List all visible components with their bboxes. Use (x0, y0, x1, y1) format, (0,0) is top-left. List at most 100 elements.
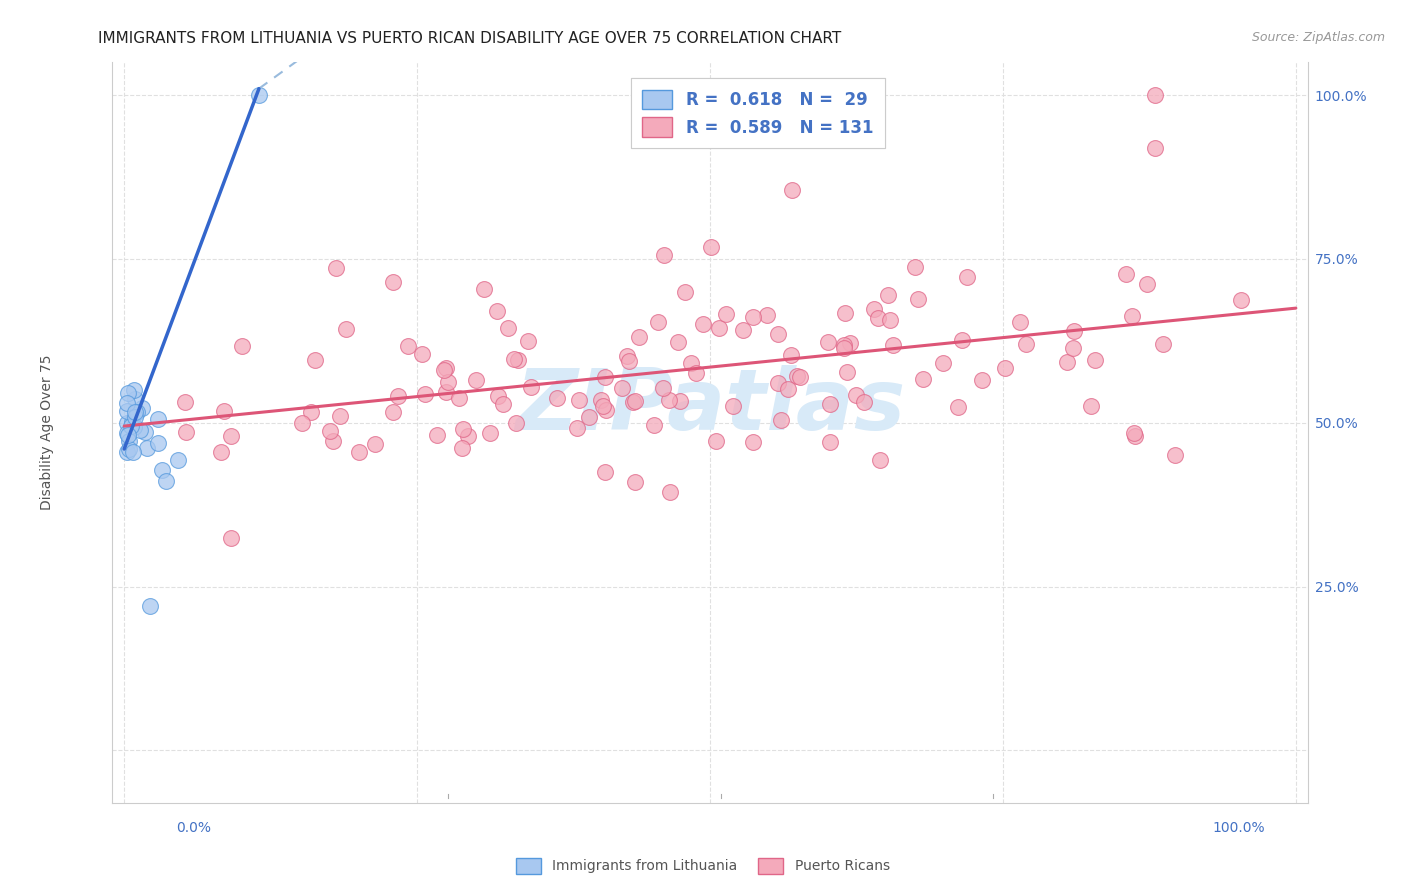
Point (904, 260, 927, 274)
Point (1144, 140, 1167, 154)
Point (673, 285, 696, 299)
Point (335, 322, 357, 336)
Point (447, 392, 470, 406)
Point (817, 334, 839, 349)
Point (118, 442, 141, 456)
Point (247, 88, 270, 103)
Point (643, 417, 665, 432)
Point (146, 412, 169, 426)
Point (117, 428, 139, 442)
Point (453, 422, 475, 436)
Point (382, 276, 405, 290)
Point (1121, 310, 1143, 324)
Point (364, 437, 387, 451)
Point (304, 353, 326, 368)
Legend: Immigrants from Lithuania, Puerto Ricans: Immigrants from Lithuania, Puerto Ricans (509, 851, 897, 880)
Point (621, 394, 644, 409)
Point (1135, 277, 1157, 291)
Point (592, 399, 614, 413)
Point (832, 338, 855, 352)
Point (115, 425, 138, 440)
Text: 100.0%: 100.0% (1213, 821, 1265, 835)
Point (411, 347, 433, 361)
Point (115, 417, 138, 431)
Point (699, 240, 721, 254)
Point (578, 410, 600, 425)
Point (117, 385, 139, 400)
Point (1063, 324, 1085, 338)
Point (325, 260, 347, 275)
Point (616, 349, 638, 363)
Point (839, 335, 862, 350)
Point (818, 435, 841, 450)
Point (1115, 268, 1137, 282)
Point (124, 410, 146, 425)
Point (115, 403, 138, 417)
Point (121, 445, 143, 459)
Point (413, 387, 436, 401)
Point (120, 418, 142, 433)
Point (845, 388, 868, 402)
Point (721, 399, 744, 413)
Text: 0.0%: 0.0% (176, 821, 211, 835)
Point (866, 311, 889, 326)
Point (970, 373, 993, 387)
Point (131, 401, 153, 415)
Point (619, 354, 641, 368)
Legend: R =  0.618   N =  29, R =  0.589   N = 131: R = 0.618 N = 29, R = 0.589 N = 131 (631, 78, 884, 148)
Point (1084, 353, 1107, 368)
Point (209, 445, 232, 459)
Point (347, 444, 370, 458)
Point (595, 403, 617, 417)
Point (779, 348, 801, 362)
Point (173, 395, 195, 409)
Point (766, 327, 789, 342)
Point (505, 416, 527, 430)
Point (1056, 354, 1078, 368)
Point (291, 416, 314, 430)
Point (1062, 341, 1084, 355)
Point (115, 445, 138, 459)
Point (136, 442, 159, 456)
Point (221, 531, 243, 545)
Point (766, 376, 789, 390)
Point (624, 475, 647, 490)
Point (946, 400, 969, 414)
Point (956, 270, 979, 285)
Point (434, 361, 457, 376)
Point (832, 341, 855, 355)
Point (568, 393, 591, 408)
Point (451, 441, 474, 455)
Point (950, 333, 973, 347)
Point (863, 301, 886, 316)
Point (741, 310, 763, 324)
Point (1163, 448, 1185, 462)
Point (776, 382, 799, 396)
Point (231, 338, 253, 352)
Point (932, 356, 955, 370)
Point (692, 317, 714, 331)
Point (166, 452, 188, 467)
Point (741, 434, 763, 449)
Point (877, 287, 900, 301)
Point (516, 334, 538, 348)
Point (117, 434, 139, 448)
Point (329, 409, 352, 423)
Point (322, 434, 344, 448)
Point (319, 425, 342, 439)
Point (155, 475, 177, 489)
Text: Disability Age Over 75: Disability Age Over 75 (39, 355, 53, 510)
Point (589, 392, 612, 407)
Point (666, 334, 689, 349)
Point (219, 428, 242, 442)
Text: IMMIGRANTS FROM LITHUANIA VS PUERTO RICAN DISABILITY AGE OVER 75 CORRELATION CHA: IMMIGRANTS FROM LITHUANIA VS PUERTO RICA… (98, 31, 842, 46)
Point (882, 338, 904, 352)
Point (457, 429, 479, 443)
Point (478, 425, 501, 440)
Point (396, 339, 419, 353)
Point (150, 463, 173, 477)
Text: ZIPatlas: ZIPatlas (515, 365, 905, 448)
Point (852, 395, 875, 409)
Point (1229, 293, 1251, 308)
Point (492, 396, 515, 410)
